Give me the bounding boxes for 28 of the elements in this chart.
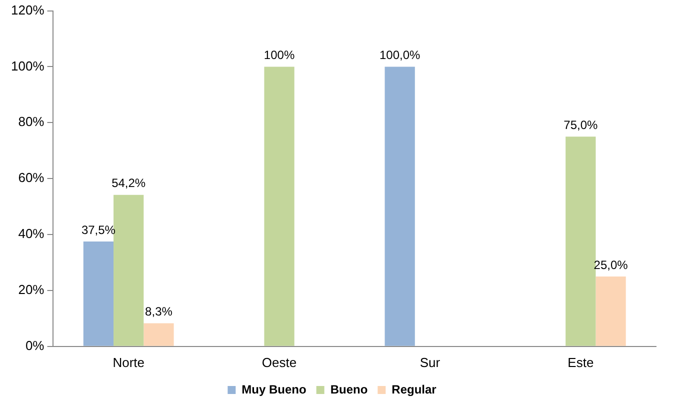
- bar: [264, 66, 294, 346]
- x-tick-label: Norte: [112, 354, 144, 370]
- y-tick-label: 0%: [25, 338, 45, 353]
- data-label: 100,0%: [379, 48, 421, 62]
- bar: [384, 66, 415, 346]
- bar: [596, 276, 626, 346]
- x-tick-label: Oeste: [262, 354, 297, 370]
- y-tick-label: 100%: [11, 58, 45, 74]
- legend-label: Muy Bueno: [242, 382, 306, 396]
- bar: [83, 242, 114, 346]
- data-label: 100%: [264, 48, 295, 62]
- data-label: 75,0%: [564, 118, 598, 132]
- data-label: 37,5%: [81, 222, 116, 237]
- legend-label: Bueno: [330, 382, 368, 396]
- x-tick-label: Este: [568, 354, 594, 370]
- y-tick-label: 40%: [18, 226, 45, 242]
- y-tick-label: 120%: [11, 2, 45, 18]
- bar: [114, 194, 144, 346]
- y-tick-label: 60%: [18, 170, 45, 186]
- bar: [144, 323, 174, 346]
- data-label: 25,0%: [594, 258, 628, 272]
- bar: [566, 136, 596, 346]
- data-label: 54,2%: [112, 176, 146, 190]
- x-tick-label: Sur: [420, 354, 441, 370]
- data-label: 8,3%: [145, 304, 173, 318]
- legend-label: Regular: [392, 382, 437, 396]
- y-tick-label: 20%: [18, 282, 45, 298]
- y-tick-label: 80%: [18, 114, 45, 130]
